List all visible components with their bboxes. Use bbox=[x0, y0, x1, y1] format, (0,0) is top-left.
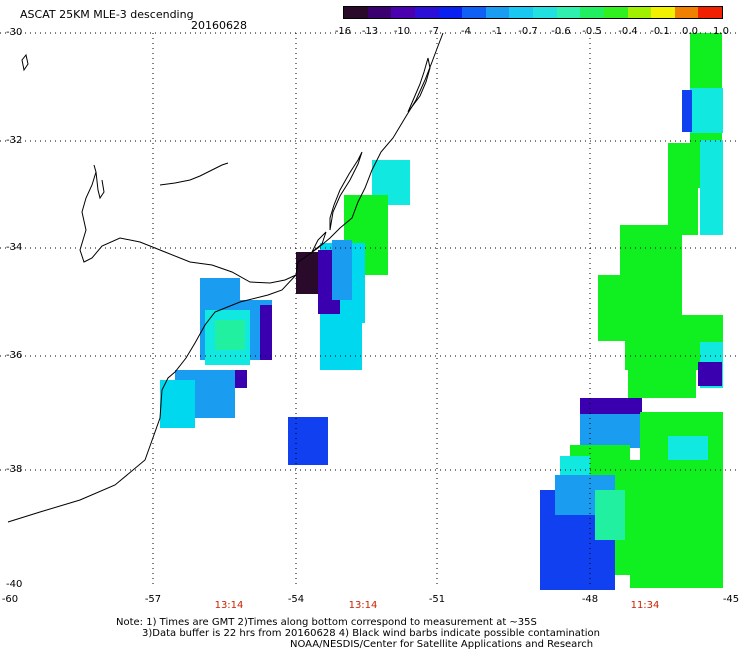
colorbar-tick-label: -16 bbox=[334, 26, 352, 37]
longitude-label: -57 bbox=[144, 594, 162, 605]
latitude-label: -32 bbox=[6, 135, 23, 146]
colorbar-tick-label: -0.1 bbox=[650, 26, 670, 37]
colorbar-tick-label: -0.6 bbox=[551, 26, 571, 37]
wind-data-cell bbox=[690, 88, 723, 133]
colorbar-swatch bbox=[556, 7, 581, 18]
south-america-coastline bbox=[7, 32, 444, 523]
colorbar-swatch bbox=[438, 7, 463, 18]
river-channel bbox=[159, 162, 229, 186]
colorbar-swatch bbox=[344, 7, 368, 18]
rio-de-la-plata-shore bbox=[79, 164, 297, 284]
wind-data-cell bbox=[160, 380, 195, 428]
north-shore-lagoons bbox=[407, 57, 431, 113]
wind-data-cell bbox=[320, 320, 362, 370]
wind-swaths bbox=[160, 33, 723, 590]
colorbar-swatch bbox=[391, 7, 415, 18]
wind-data-cell bbox=[698, 362, 722, 386]
colorbar-swatch bbox=[627, 7, 652, 18]
wind-data-cell bbox=[235, 370, 247, 388]
colorbar-tick-label: -0.7 bbox=[518, 26, 538, 37]
wind-data-cell bbox=[580, 398, 642, 414]
lagoon-mirim bbox=[311, 231, 327, 253]
colorbar-swatch bbox=[462, 7, 486, 18]
lat-lon-grid bbox=[0, 32, 740, 586]
colorbar-tick-label: -13 bbox=[361, 26, 379, 37]
time-label-3: 11:34 bbox=[630, 600, 660, 611]
note-line-2: 3)Data buffer is 22 hrs from 20160628 4)… bbox=[142, 628, 600, 639]
colorbar-tick-label: -0.4 bbox=[618, 26, 638, 37]
latitude-label: -40 bbox=[6, 579, 23, 590]
product-date: 20160628 bbox=[191, 19, 247, 32]
colorbar-swatch bbox=[603, 7, 628, 18]
wind-data-cell bbox=[215, 320, 245, 350]
wind-data-cell bbox=[260, 305, 272, 360]
note-line-1: Note: 1) Times are GMT 2)Times along bot… bbox=[116, 617, 537, 628]
colorbar-swatch bbox=[580, 7, 604, 18]
longitude-label: -45 bbox=[722, 594, 740, 605]
island bbox=[21, 53, 29, 72]
wind-data-cell bbox=[288, 417, 328, 465]
colorbar-tick-label: -4 bbox=[461, 26, 471, 37]
longitude-label: -48 bbox=[581, 594, 599, 605]
colorbar-swatch bbox=[533, 7, 557, 18]
colorbar-swatch bbox=[651, 7, 675, 18]
wind-data-cell bbox=[332, 240, 352, 300]
lagoon-patos bbox=[329, 151, 363, 231]
colorbar-swatch bbox=[414, 7, 439, 18]
latitude-label: -30 bbox=[6, 27, 23, 38]
latitude-label: -38 bbox=[6, 464, 23, 475]
longitude-label: -54 bbox=[287, 594, 305, 605]
colorbar-swatch bbox=[485, 7, 510, 18]
colorbar-swatch bbox=[674, 7, 699, 18]
colorbar-swatch bbox=[509, 7, 533, 18]
longitude-label: -60 bbox=[1, 594, 19, 605]
inland-coast-segment bbox=[95, 171, 105, 200]
colorbar-tick-label: -1 bbox=[492, 26, 502, 37]
time-label-1: 13:14 bbox=[214, 600, 244, 611]
time-label-2: 13:14 bbox=[348, 600, 378, 611]
wind-data-cell bbox=[296, 252, 318, 294]
colorbar-tick-label: 0.0 bbox=[682, 26, 698, 37]
product-title: ASCAT 25KM MLE-3 descending bbox=[20, 8, 194, 21]
latitude-label: -36 bbox=[6, 350, 23, 361]
colorbar-tick-label: -7 bbox=[429, 26, 439, 37]
wind-data-cell bbox=[682, 90, 692, 132]
colorbar-tick-label: 1.0 bbox=[713, 26, 729, 37]
note-line-3: NOAA/NESDIS/Center for Satellite Applica… bbox=[290, 639, 594, 650]
colorbar-tick-label: -10 bbox=[393, 26, 411, 37]
wind-data-cell bbox=[700, 140, 723, 235]
colorbar bbox=[343, 6, 723, 19]
coastline bbox=[7, 32, 444, 523]
colorbar-swatch bbox=[367, 7, 392, 18]
wind-data-cell bbox=[628, 360, 696, 398]
wind-data-cell bbox=[595, 490, 625, 540]
latitude-label: -34 bbox=[6, 242, 23, 253]
longitude-label: -51 bbox=[428, 594, 446, 605]
wind-data-cell bbox=[630, 460, 723, 588]
colorbar-swatch bbox=[698, 7, 722, 18]
colorbar-tick-label: -0.5 bbox=[582, 26, 602, 37]
